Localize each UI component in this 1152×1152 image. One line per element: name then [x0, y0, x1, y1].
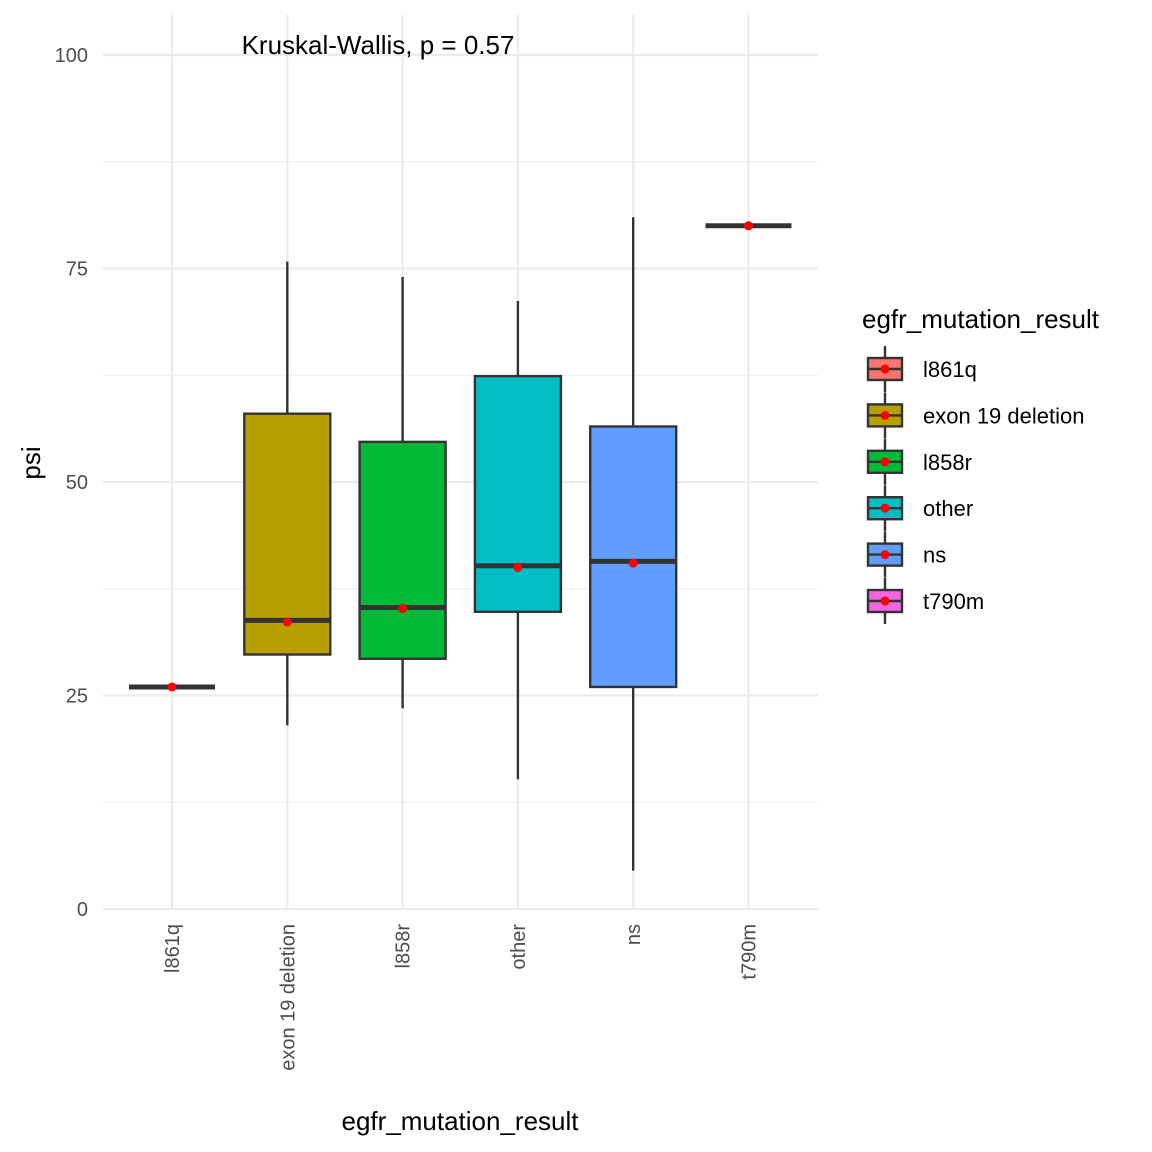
- legend-item-exon-19-deletion: exon 19 deletion: [866, 392, 1084, 439]
- x-tick-label: l861q: [162, 924, 184, 973]
- box-l858r: [358, 277, 447, 709]
- y-axis-title: psi: [16, 446, 46, 479]
- legend-key-mean: [880, 596, 890, 606]
- legend-key-mean: [880, 550, 890, 560]
- mean-points: [167, 221, 753, 692]
- legend-item-l861q: l861q: [866, 346, 977, 392]
- legend-title: egfr_mutation_result: [862, 304, 1100, 334]
- x-tick-label: exon 19 deletion: [277, 924, 299, 1071]
- mean-point-l858r: [398, 603, 408, 613]
- x-tick-labels: l861q exon 19 deletion l858r other ns t790m: [162, 924, 761, 1071]
- box-ns: [589, 217, 678, 871]
- mean-point-other: [513, 562, 523, 572]
- legend-label: t790m: [923, 589, 984, 614]
- legend-label: other: [923, 496, 973, 521]
- legend: egfr_mutation_result l861q exon 19 deleti…: [862, 304, 1100, 624]
- legend-label: l858r: [923, 450, 972, 475]
- boxes: [129, 217, 792, 871]
- legend-item-l858r: l858r: [866, 438, 972, 485]
- legend-item-ns: ns: [866, 531, 946, 578]
- y-tick-label: 25: [66, 686, 88, 708]
- legend-key-mean: [880, 410, 890, 420]
- y-tick-label: 75: [66, 259, 88, 281]
- x-tick-label: ns: [623, 924, 645, 945]
- box-iqr: [589, 425, 678, 689]
- legend-key-mean: [880, 503, 890, 513]
- y-tick-label: 50: [66, 472, 88, 494]
- box-exon-19-deletion: [243, 261, 332, 726]
- legend-item-t790m: t790m: [866, 578, 984, 624]
- y-tick-label: 0: [77, 899, 88, 921]
- legend-key-mean: [880, 364, 890, 374]
- y-tick-label: 100: [55, 45, 88, 67]
- box-iqr: [358, 440, 447, 660]
- x-tick-label: other: [508, 924, 530, 970]
- y-tick-labels: 0 25 50 75 100: [55, 45, 88, 921]
- legend-label: exon 19 deletion: [923, 403, 1084, 428]
- legend-keys: l861q exon 19 deletion l858r other ns t790m: [866, 346, 1084, 624]
- x-tick-label: t790m: [739, 924, 761, 980]
- legend-label: l861q: [923, 357, 977, 382]
- box-iqr: [473, 374, 563, 614]
- mean-point-ns: [628, 558, 638, 568]
- x-axis-title: egfr_mutation_result: [341, 1106, 579, 1136]
- legend-label: ns: [923, 543, 946, 568]
- grid: [103, 15, 818, 911]
- x-tick-label: l858r: [393, 924, 415, 969]
- kruskal-wallis-annotation: Kruskal-Wallis, p = 0.57: [242, 30, 515, 60]
- mean-point-exon-19-deletion: [282, 617, 292, 627]
- box-other: [473, 300, 563, 780]
- legend-item-other: other: [866, 485, 973, 532]
- mean-point-l861q: [167, 682, 177, 692]
- legend-key-mean: [880, 457, 890, 467]
- box-iqr: [243, 412, 332, 656]
- mean-point-t790m: [744, 221, 753, 231]
